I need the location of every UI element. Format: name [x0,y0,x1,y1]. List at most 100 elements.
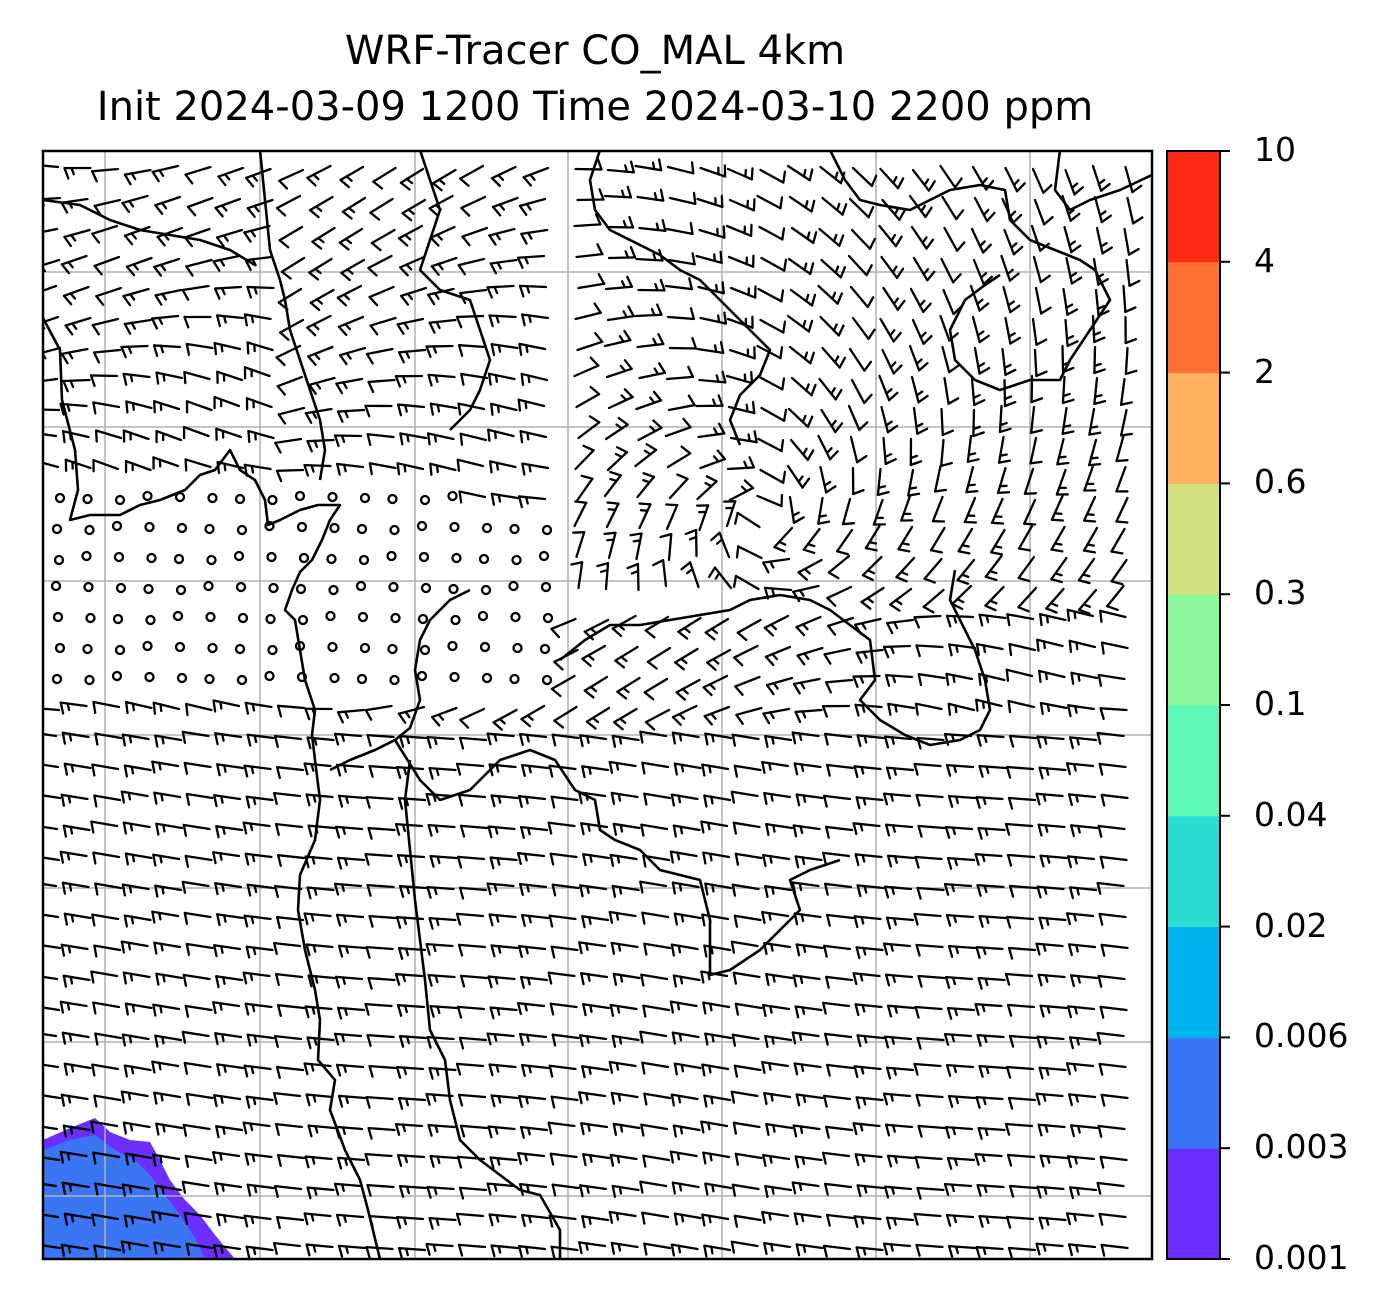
barb-shaft [304,1005,333,1011]
barb-shaft [309,288,335,304]
barb-half-flag [250,314,255,324]
barb-shaft [123,914,152,922]
wind-barb [609,853,638,867]
barb-half-flag [1007,300,1015,307]
colorbar-segment [1167,926,1220,1038]
barb-half-flag [70,166,75,176]
barb-shaft [459,1124,489,1130]
calm-wind-circle [359,492,371,504]
barb-half-flag [1073,855,1078,865]
wind-barb [124,1002,153,1016]
barb-shaft [1003,228,1016,256]
barb-half-flag [495,461,499,471]
barb-half-flag [1075,641,1079,651]
barb-shaft [91,763,120,771]
barb-flag [548,1064,554,1078]
barb-flag [596,157,603,171]
barb-shaft [758,225,784,241]
wind-barb [550,674,576,698]
barb-shaft [795,615,822,629]
barb-shaft [401,198,427,215]
wind-barb [973,346,991,375]
wind-barb [820,408,844,434]
barb-shaft [957,527,974,553]
barb-flag [810,199,816,213]
barb-flag [551,1033,557,1047]
barb-shaft [154,195,182,207]
barb-flag [1005,668,1010,682]
barb-shaft [425,1092,454,1098]
barb-flag [752,198,756,212]
wind-barb [1017,524,1034,552]
wind-barb [364,1002,393,1016]
barb-flag [335,1063,342,1077]
barb-shaft [1038,766,1067,772]
wind-barb [701,1063,730,1077]
wind-barb [917,673,946,687]
barb-flag [1039,1154,1045,1168]
barb-flag [673,912,678,926]
barb-shaft [334,975,364,981]
barb-flag [641,761,646,775]
barb-shaft [336,284,363,299]
barb-half-flag [586,1035,590,1044]
wind-barb [62,1124,91,1138]
barb-shaft [998,404,1003,434]
wind-barb [855,946,884,960]
barb-half-flag [863,1034,868,1044]
barb-shaft [306,314,332,329]
wind-barb [94,1032,123,1046]
wind-barb [851,466,865,496]
barb-shaft [1124,346,1129,376]
wind-barb [457,257,486,276]
barb-shaft [280,256,306,273]
wind-barb [1045,587,1065,614]
barb-flag [124,852,129,866]
wind-barb [92,401,121,415]
barb-flag [922,334,933,345]
barb-flag [855,1096,861,1110]
barb-shaft [944,1126,974,1131]
barb-shaft [674,647,699,664]
wind-barb [1093,345,1106,375]
barb-half-flag [951,826,957,836]
barb-flag [734,1002,740,1016]
barb-half-flag [707,821,711,831]
barb-flag [885,766,892,780]
wind-barb [337,1094,367,1108]
barb-flag [795,943,801,957]
barb-shaft [765,822,794,830]
wind-barb [154,884,183,898]
barb-shaft [882,942,912,948]
barb-flag [125,700,129,715]
barb-half-flag [801,710,807,719]
barb-shaft [426,735,455,741]
wind-barb [706,648,732,671]
barb-half-flag [1043,736,1048,745]
wind-barb [62,378,91,393]
barb-shaft [1061,344,1065,374]
wind-barb [1096,1181,1125,1195]
barb-half-flag [806,542,816,548]
barb-flag [914,1155,920,1169]
barb-flag [1115,459,1129,463]
wind-barb [184,458,212,472]
barb-flag [764,1034,769,1049]
barb-shaft [548,914,577,921]
barb-flag [59,701,65,715]
wind-barb [216,370,244,384]
barb-flag [397,797,404,810]
wind-barb [486,1032,515,1046]
wind-barb [945,614,975,628]
barb-shaft [95,286,123,298]
barb-shaft [1030,224,1042,252]
barb-shaft [1037,973,1066,979]
barb-half-flag [160,792,164,802]
barb-flag [913,912,919,926]
wind-barb [519,883,548,896]
barb-half-flag [683,626,691,634]
barb-flag [92,1001,97,1015]
barb-shaft [881,198,901,221]
wind-barb [333,1032,363,1046]
barb-flag [547,821,553,835]
